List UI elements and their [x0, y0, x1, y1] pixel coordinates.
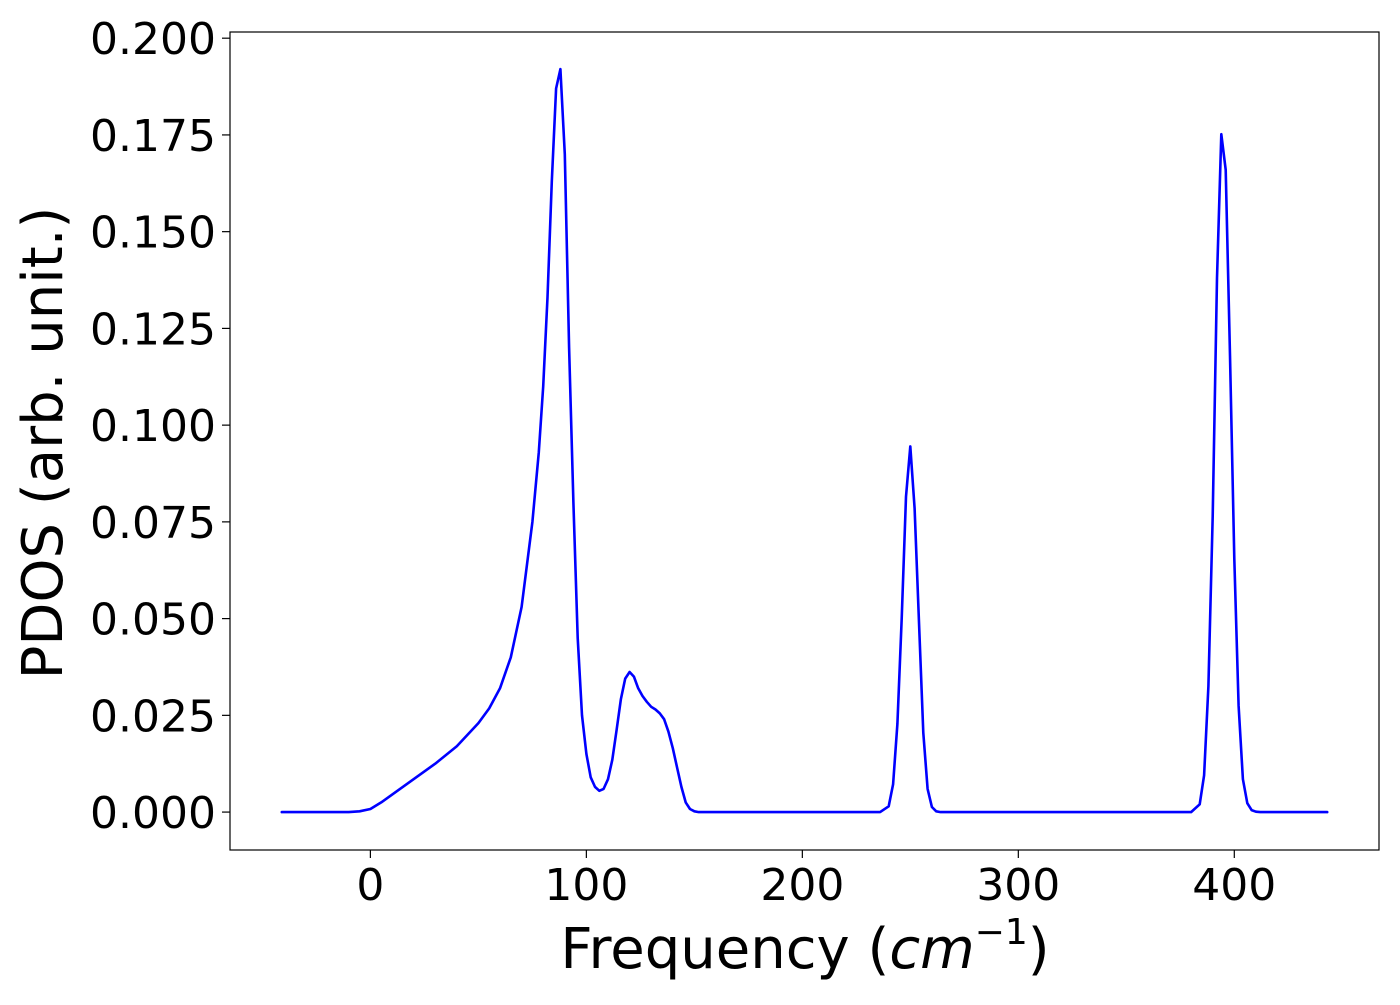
- series-layer: [280, 67, 1329, 814]
- pdos-series-line: [280, 67, 1329, 814]
- y-tick-label: 0.200: [90, 14, 216, 65]
- x-tick-label: 100: [544, 860, 628, 911]
- y-tick-label: 0.075: [90, 498, 216, 549]
- x-axis-label-exponent: −1: [975, 912, 1028, 953]
- x-tick-label: 200: [760, 860, 844, 911]
- x-tick-label: 300: [976, 860, 1060, 911]
- y-tick-label: 0.050: [90, 595, 216, 646]
- x-axis-label-close: ): [1028, 917, 1050, 982]
- ticks-layer: 0 100 200 300 400 0.000 0.025 0.050 0.075 0.100 0.…: [90, 14, 1276, 911]
- x-tick-label: 0: [356, 860, 384, 911]
- y-tick-label: 0.100: [90, 401, 216, 452]
- y-axis-label: PDOS (arb. unit.): [11, 207, 76, 680]
- y-tick-label: 0.000: [90, 788, 216, 839]
- plot-frame: [229, 31, 1380, 851]
- y-tick-label: 0.125: [90, 304, 216, 355]
- x-axis-label-unit: cm: [889, 917, 974, 982]
- x-axis-label-text: Frequency (: [560, 917, 889, 982]
- y-tick-label: 0.175: [90, 111, 216, 162]
- y-tick-label: 0.025: [90, 691, 216, 742]
- x-tick-label: 400: [1192, 860, 1276, 911]
- y-tick-label: 0.150: [90, 208, 216, 259]
- x-axis-label: Frequency (cm−1): [560, 912, 1049, 982]
